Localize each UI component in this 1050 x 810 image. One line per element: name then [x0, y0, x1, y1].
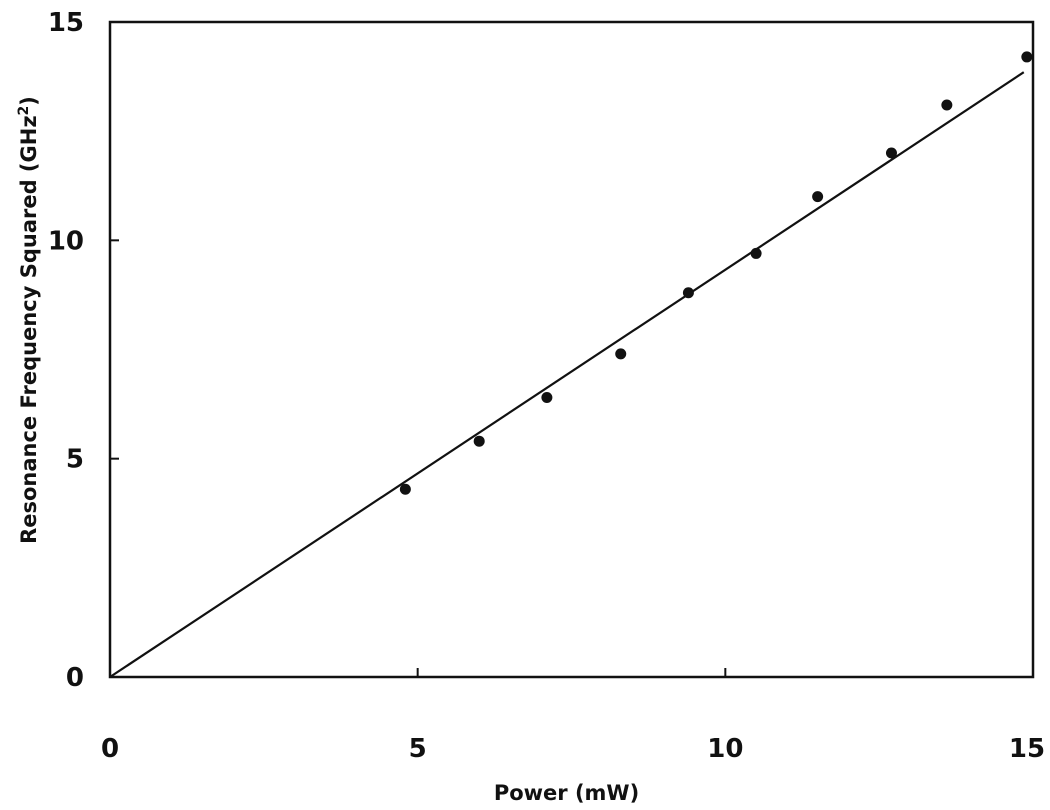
fit-line [109, 71, 1025, 678]
data-point [541, 392, 553, 404]
plot-frame [108, 20, 1035, 679]
data-point [399, 483, 411, 495]
y-axis-title-end: ) [17, 96, 41, 106]
x-tick-label: 5 [409, 734, 427, 764]
data-point [1021, 51, 1033, 63]
y-tick-label: 0 [66, 663, 84, 693]
y-tick-label: 5 [66, 445, 84, 475]
data-point [885, 147, 897, 159]
x-tick-label: 0 [101, 734, 119, 764]
y-axis-title-main: Resonance Frequency Squared (GHz [17, 115, 41, 544]
y-tick-label: 15 [48, 8, 84, 38]
data-point [682, 287, 694, 299]
x-tick-label: 10 [707, 734, 743, 764]
data-point [941, 99, 953, 111]
x-axis-title: Power (mW) [494, 781, 639, 805]
tick-labels: 0 5 10 15 0 5 10 15 [48, 8, 1045, 764]
series-layer [109, 51, 1033, 678]
y-tick-label: 10 [48, 226, 84, 256]
x-tick-label: 15 [1009, 734, 1045, 764]
y-axis-title: Resonance Frequency Squared (GHz2) [16, 96, 41, 544]
data-point [615, 348, 627, 360]
ticks [109, 21, 1034, 678]
data-point [812, 191, 824, 203]
y-axis-title-superscript: 2 [16, 106, 32, 116]
data-point [750, 247, 762, 259]
data-point [473, 435, 485, 447]
